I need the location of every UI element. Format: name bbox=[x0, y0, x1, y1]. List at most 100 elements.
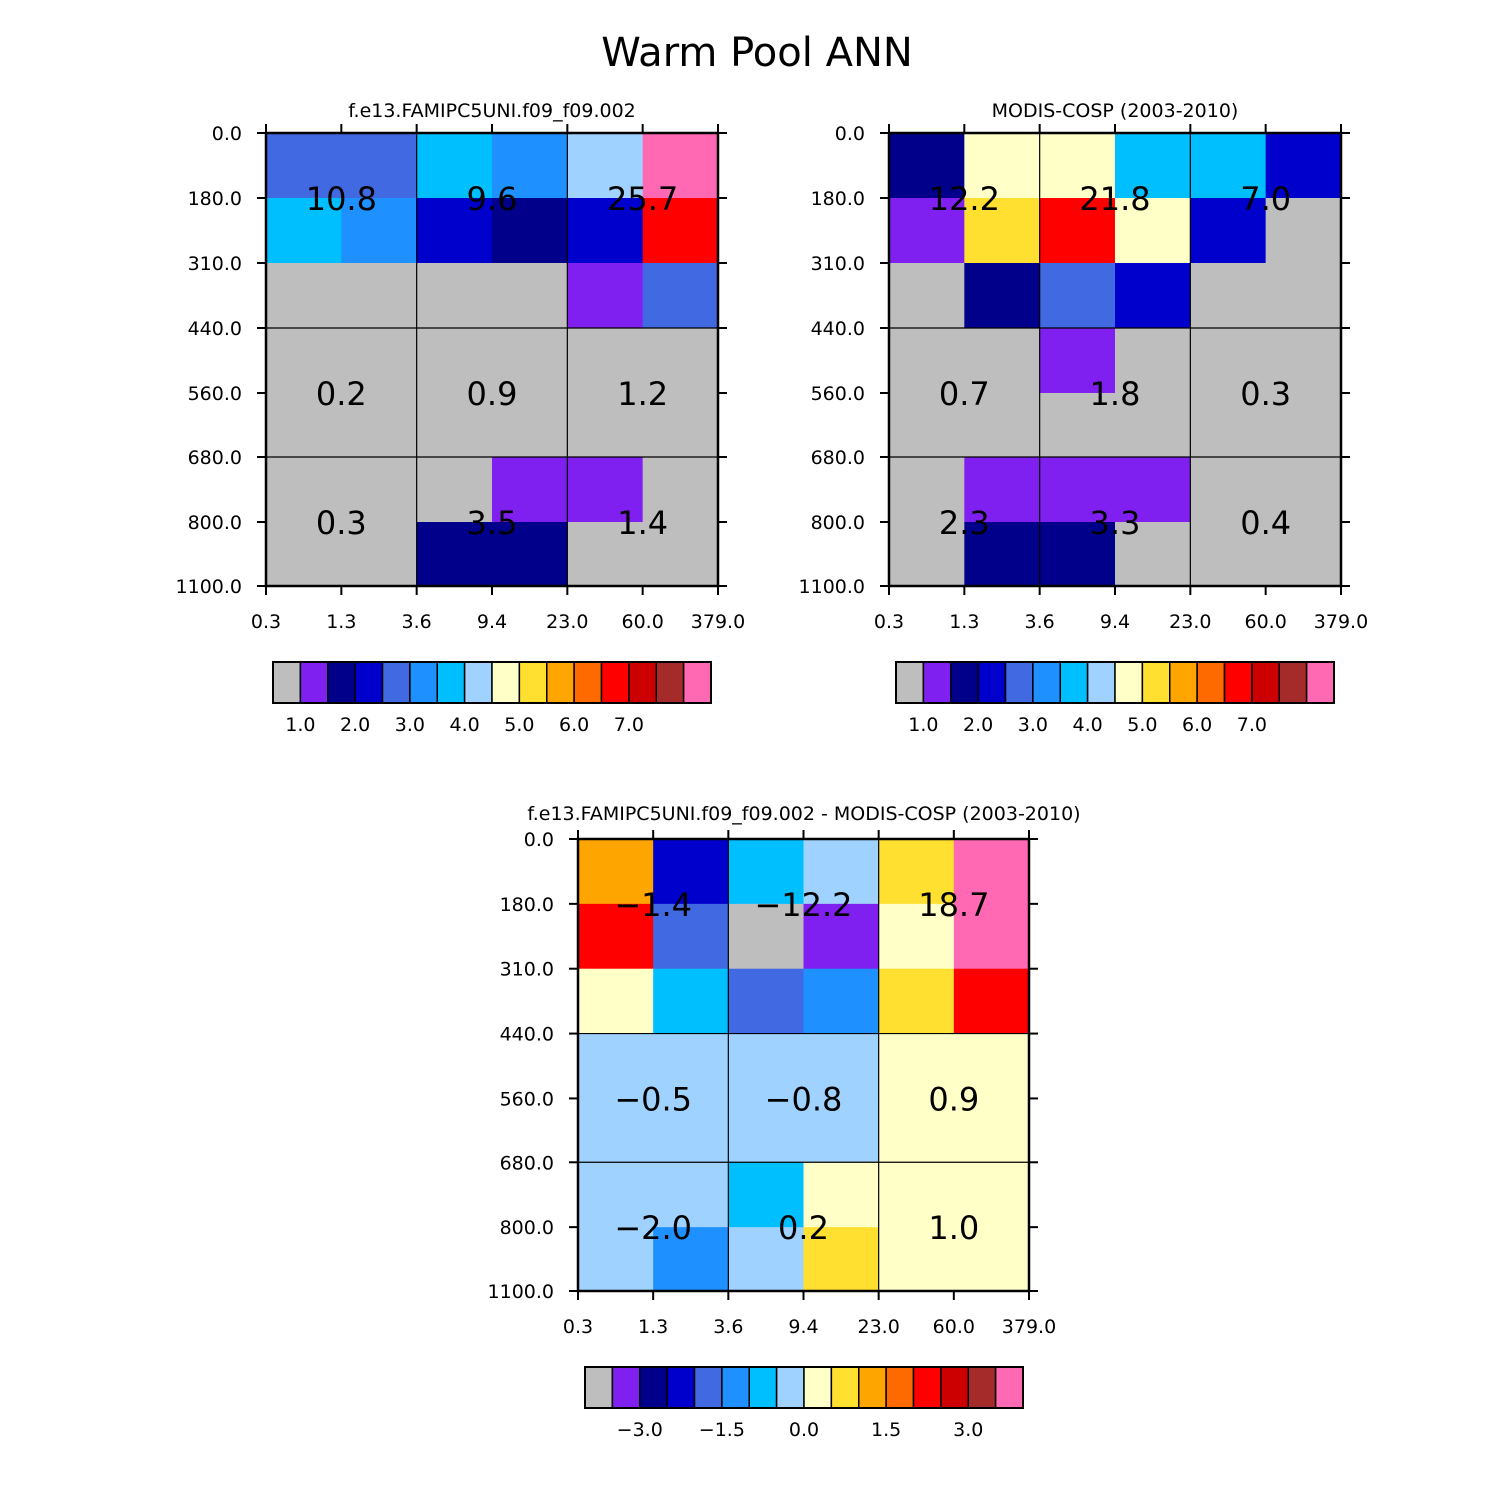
cell bbox=[1265, 133, 1342, 199]
cell bbox=[953, 1098, 1030, 1163]
colorbar-box bbox=[1086, 661, 1116, 704]
colorbar-box bbox=[1169, 661, 1198, 704]
cell bbox=[266, 133, 342, 199]
cell bbox=[567, 328, 644, 394]
group-total-label: 25.7 bbox=[607, 180, 678, 218]
colorbar-label: 6.0 bbox=[1182, 714, 1212, 736]
cell bbox=[567, 198, 644, 264]
colorbar-box bbox=[272, 661, 302, 704]
colorbar-box bbox=[546, 661, 575, 704]
cell bbox=[803, 1098, 880, 1163]
colorbar-frame bbox=[895, 661, 1335, 704]
cell bbox=[416, 393, 493, 458]
y-tick-label: 680.0 bbox=[500, 1152, 554, 1174]
x-tick-label: 0.3 bbox=[251, 611, 281, 633]
colorbar-box bbox=[381, 661, 411, 704]
cell bbox=[492, 328, 568, 394]
cell bbox=[1190, 133, 1267, 199]
cell bbox=[642, 457, 719, 523]
colorbar-label: −3.0 bbox=[617, 1419, 663, 1441]
colorbar-box bbox=[922, 661, 952, 704]
colorbar-box bbox=[977, 661, 1007, 704]
cell bbox=[653, 1227, 729, 1292]
colorbar-box bbox=[573, 661, 603, 704]
colorbar-box bbox=[436, 661, 466, 704]
group-total-label: 12.2 bbox=[929, 180, 1000, 218]
cell bbox=[642, 263, 719, 329]
group-total-label: 0.3 bbox=[316, 504, 367, 542]
cell bbox=[728, 1098, 804, 1163]
colorbar-box bbox=[1141, 661, 1171, 704]
cell bbox=[1039, 133, 1116, 199]
cell bbox=[266, 198, 342, 264]
colorbar-box bbox=[584, 1366, 614, 1409]
colorbar-box bbox=[327, 661, 356, 704]
colorbar-label: 7.0 bbox=[1237, 714, 1267, 736]
colorbar-box bbox=[518, 661, 548, 704]
cell bbox=[341, 263, 418, 329]
cell bbox=[578, 1098, 654, 1163]
colorbar-label: 2.0 bbox=[340, 714, 370, 736]
cell bbox=[642, 522, 719, 587]
y-tick-label: 0.0 bbox=[212, 123, 242, 145]
cell bbox=[878, 968, 955, 1035]
group-total-label: 0.7 bbox=[939, 375, 990, 413]
cell bbox=[1115, 133, 1191, 199]
y-tick-label: 310.0 bbox=[188, 253, 242, 275]
group-total-label: 9.6 bbox=[467, 180, 518, 218]
cell bbox=[889, 198, 965, 264]
cell bbox=[1039, 393, 1116, 458]
cell bbox=[803, 1162, 880, 1228]
colorbar-box bbox=[940, 1366, 969, 1409]
group-total-label: 1.8 bbox=[1090, 375, 1141, 413]
y-tick-label: 180.0 bbox=[500, 894, 554, 916]
cell bbox=[964, 522, 1041, 587]
cell bbox=[728, 903, 804, 970]
colorbar-box bbox=[830, 1366, 860, 1409]
cell bbox=[1115, 328, 1191, 394]
cell bbox=[492, 198, 568, 264]
colorbar-box bbox=[1251, 661, 1280, 704]
group-total-label: 1.4 bbox=[617, 504, 668, 542]
colorbar-box bbox=[1114, 661, 1144, 704]
y-tick-label: 310.0 bbox=[500, 959, 554, 981]
group-total-label: −1.4 bbox=[614, 886, 692, 924]
cell bbox=[642, 393, 719, 458]
cell bbox=[1115, 198, 1191, 264]
cell bbox=[653, 968, 729, 1035]
cell bbox=[1039, 522, 1116, 587]
colorbar-box bbox=[655, 661, 685, 704]
x-tick-label: 3.6 bbox=[402, 611, 432, 633]
panel-model-title: f.e13.FAMIPC5UNI.f09_f09.002 bbox=[348, 100, 636, 122]
group-total-label: 0.4 bbox=[1240, 504, 1291, 542]
colorbar-box bbox=[895, 661, 925, 704]
cell bbox=[578, 1033, 654, 1099]
colorbar-label: 6.0 bbox=[559, 714, 589, 736]
colorbar-box bbox=[721, 1366, 750, 1409]
cell bbox=[653, 839, 729, 905]
panel-model-plot: 0.3 1.3 3.6 9.4 23.0 60.0 379.0 0.0 180.0 310.0 44… bbox=[176, 123, 746, 633]
group-total-label: 0.9 bbox=[928, 1080, 979, 1118]
cell bbox=[578, 1162, 654, 1228]
cell bbox=[642, 133, 719, 199]
x-tick-label: 23.0 bbox=[1169, 611, 1211, 633]
cell bbox=[889, 263, 965, 329]
cell bbox=[889, 393, 965, 458]
colorbar-box bbox=[950, 661, 979, 704]
cell bbox=[889, 522, 965, 587]
y-tick-label: 680.0 bbox=[811, 447, 865, 469]
x-tick-label: 379.0 bbox=[1314, 611, 1368, 633]
x-tick-label: 3.6 bbox=[1025, 611, 1055, 633]
panel-diff-colorbar: −3.0 −1.5 0.0 1.5 3.0 bbox=[584, 1366, 1024, 1441]
cell bbox=[803, 1033, 880, 1099]
cell bbox=[1039, 263, 1116, 329]
cell bbox=[803, 968, 880, 1035]
panel-obs-title: MODIS-COSP (2003-2010) bbox=[992, 100, 1239, 122]
colorbar-label: 4.0 bbox=[1073, 714, 1103, 736]
cell bbox=[1039, 457, 1116, 523]
cell bbox=[728, 1033, 804, 1099]
group-total-label: 2.3 bbox=[939, 504, 990, 542]
colorbar-label: 5.0 bbox=[504, 714, 534, 736]
cell bbox=[578, 968, 654, 1035]
